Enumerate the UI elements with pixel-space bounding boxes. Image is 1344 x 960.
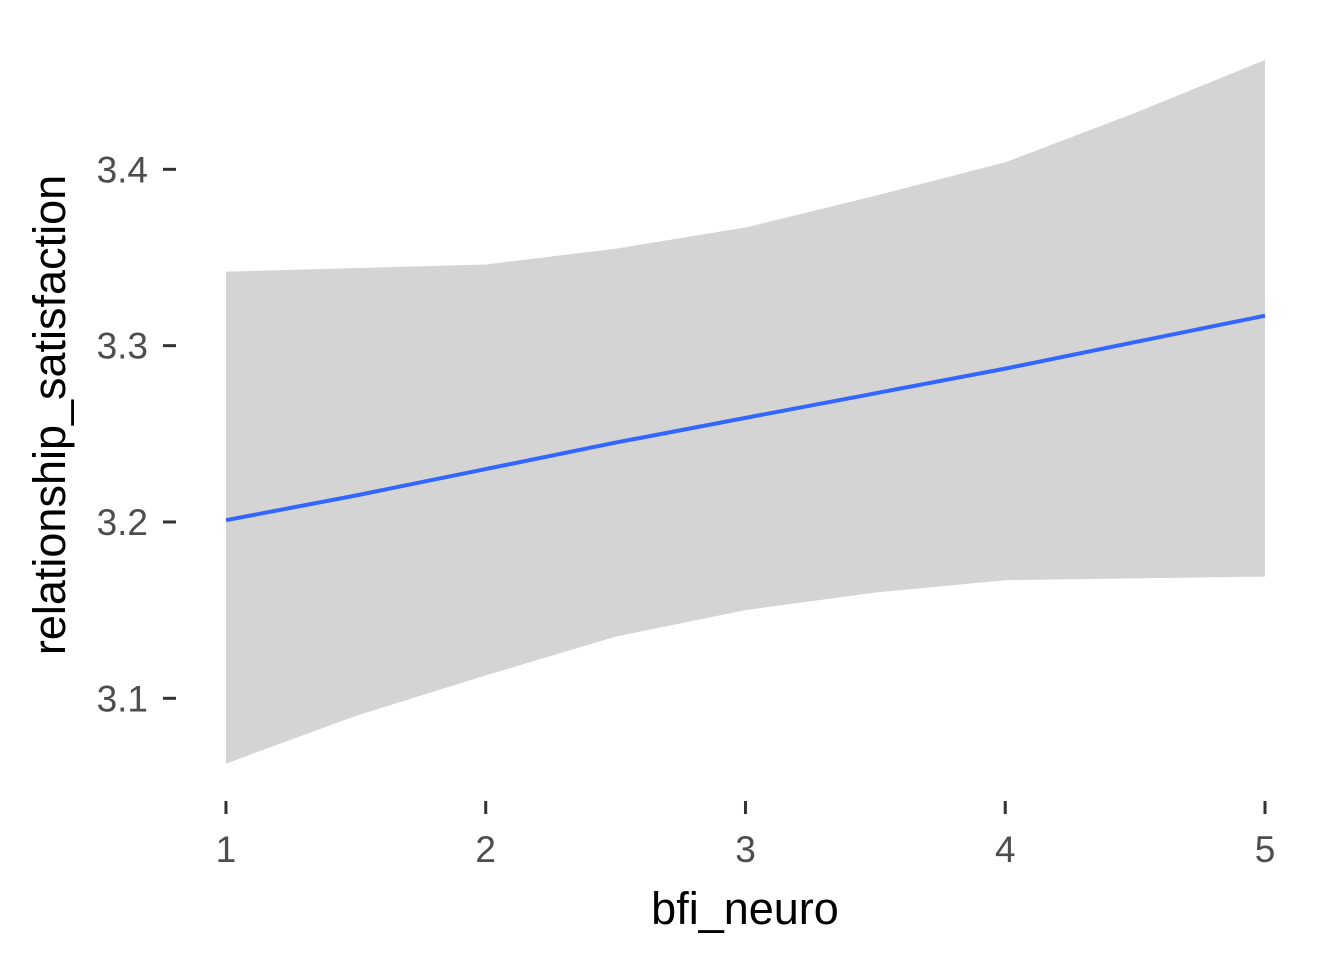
confidence-band-layer xyxy=(226,60,1265,764)
x-axis: 1 2 3 4 5 xyxy=(216,801,1276,870)
y-tick-label: 3.1 xyxy=(97,678,148,719)
y-axis: 3.1 3.2 3.3 3.4 xyxy=(97,149,176,719)
y-axis-title: relationship_satisfaction xyxy=(24,175,75,655)
confidence-band xyxy=(226,60,1265,764)
x-tick-label: 5 xyxy=(1255,829,1276,870)
y-tick-label: 3.3 xyxy=(97,326,148,367)
trend-line-layer xyxy=(225,313,1266,523)
y-tick-label: 3.2 xyxy=(97,502,148,543)
x-axis-title: bfi_neuro xyxy=(651,883,839,934)
x-tick-label: 4 xyxy=(995,829,1016,870)
trend-line xyxy=(225,313,1266,523)
x-tick-label: 2 xyxy=(475,829,496,870)
x-tick-label: 1 xyxy=(216,829,237,870)
y-tick-label: 3.4 xyxy=(97,149,148,190)
x-tick-label: 3 xyxy=(735,829,756,870)
